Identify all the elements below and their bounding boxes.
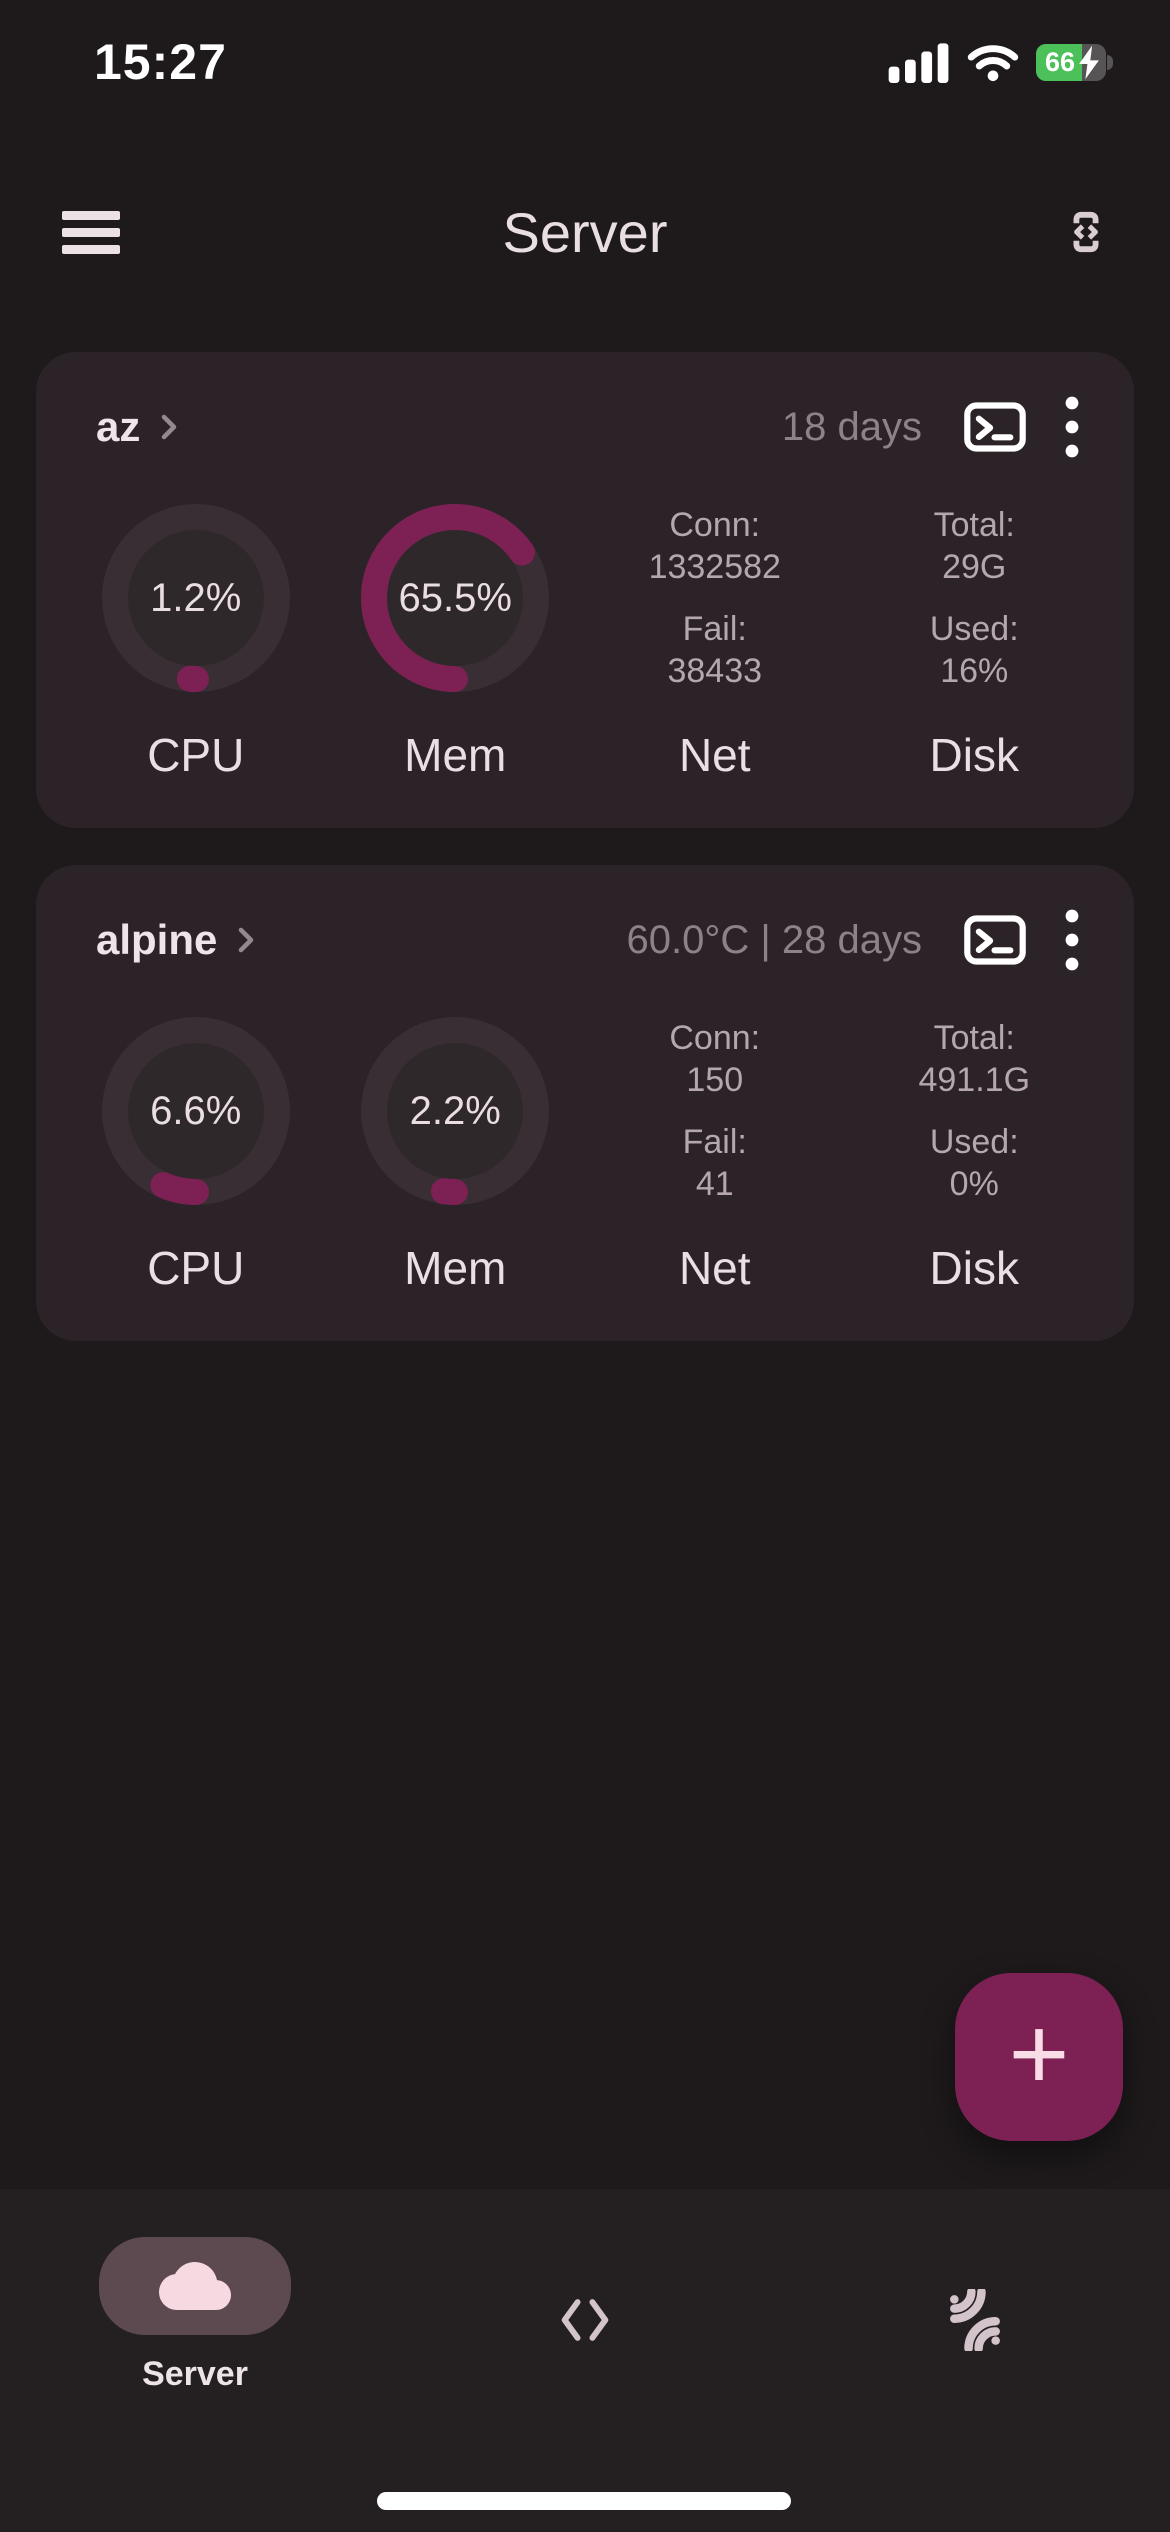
terminal-icon [964,915,1026,965]
terminal-button[interactable] [958,909,1032,971]
battery-fill [1036,43,1083,81]
bottom-nav: Server [0,2189,1170,2532]
disk-used-value: 0% [949,1165,999,1203]
net-fail-key: Fail: [682,1123,747,1161]
server-card-alpine[interactable]: alpine 60.0°C | 28 days [36,865,1134,1341]
developer-mode-icon [1073,211,1099,253]
net-label: Net [678,1242,751,1294]
net-conn-value: 150 [686,1061,744,1099]
disk-stats: Total: 491.1G Used: 0% [918,1015,1030,1207]
card-body: 6.6% CPU 2.2% Mem Co [66,1015,1104,1295]
net-conn-key: Conn: [669,1019,761,1057]
chevron-right-icon [156,410,182,444]
cpu-gauge: 6.6% [101,1016,291,1206]
net-conn-key: Conn: [669,506,761,544]
terminal-icon [964,402,1026,452]
code-icon [561,2299,609,2341]
disk-column: Total: 491.1G Used: 0% Disk [845,1015,1105,1295]
mem-label: Mem [404,729,507,781]
disk-label: Disk [929,729,1019,781]
server-name[interactable]: alpine [96,916,218,963]
net-stats: Conn: 150 Fail: 41 [669,1015,760,1207]
battery-cap [1107,54,1113,70]
app-bar: Server [0,172,1170,292]
disk-total-key: Total: [933,1019,1015,1057]
add-server-button[interactable]: + [955,1973,1123,2141]
terminal-button[interactable] [958,396,1032,458]
uptime-text: 18 days [781,404,922,449]
mem-column: 2.2% Mem [326,1015,586,1295]
mem-percent: 65.5% [398,575,512,620]
mem-label: Mem [404,1242,507,1294]
net-fail-value: 38433 [667,652,763,690]
server-card-az[interactable]: az 18 days [36,352,1134,828]
card-body: 1.2% CPU 65.5% Mem C [66,502,1104,782]
disk-total-key: Total: [933,506,1015,544]
mem-gauge: 65.5% [360,503,550,693]
kebab-menu-icon [1065,909,1079,971]
disk-label: Disk [929,1242,1019,1294]
disk-used-key: Used: [929,1123,1019,1161]
server-list: az 18 days [36,352,1134,1341]
mem-percent: 2.2% [409,1088,501,1133]
server-name[interactable]: az [96,403,141,450]
card-header: az 18 days [66,388,1104,466]
disk-used-key: Used: [929,610,1019,648]
status-icons: 66 [888,41,1113,83]
cpu-gauge: 1.2% [101,503,291,693]
nav-item-server[interactable]: Server [0,2189,390,2532]
nav-snippet-button[interactable] [545,2280,625,2360]
temp-uptime-text: 60.0°C | 28 days [626,917,922,962]
ssh-arcs-icon [950,2289,1000,2351]
disk-total-value: 29G [942,548,1007,586]
home-indicator[interactable] [377,2492,791,2510]
net-stats: Conn: 1332582 Fail: 38433 [649,502,781,694]
disk-used-value: 16% [940,652,1009,690]
battery-indicator: 66 [1036,43,1113,81]
page-title: Server [502,200,668,264]
nav-item-snippet[interactable] [390,2189,780,2532]
charging-bolt-icon [1079,45,1099,79]
developer-mode-button[interactable] [1046,187,1126,277]
disk-column: Total: 29G Used: 16% Disk [845,502,1105,782]
nav-server-label: Server [142,2355,248,2393]
net-fail-value: 41 [695,1165,734,1203]
nav-ssh-button[interactable] [935,2280,1015,2360]
nav-item-ssh[interactable] [780,2189,1170,2532]
cpu-label: CPU [147,1242,245,1294]
cpu-percent: 1.2% [150,575,242,620]
plus-icon: + [1008,1996,1070,2112]
nav-server-pill[interactable] [99,2237,291,2335]
net-label: Net [678,729,751,781]
chevron-right-icon [233,923,259,957]
cellular-signal-icon [888,43,949,83]
net-conn-value: 1332582 [648,548,781,586]
net-fail-key: Fail: [682,610,747,648]
clock: 15:27 [94,34,227,90]
more-options-button[interactable] [1058,901,1086,979]
battery-percent: 66 [1044,46,1076,77]
cpu-percent: 6.6% [150,1088,242,1133]
status-bar: 15:27 66 [0,0,1170,110]
net-column: Conn: 1332582 Fail: 38433 Net [585,502,845,782]
card-header: alpine 60.0°C | 28 days [66,901,1104,979]
more-options-button[interactable] [1058,388,1086,466]
disk-stats: Total: 29G Used: 16% [930,502,1019,694]
disk-total-value: 491.1G [918,1061,1031,1099]
net-column: Conn: 150 Fail: 41 Net [585,1015,845,1295]
menu-button[interactable] [52,201,130,264]
cloud-icon [159,2262,231,2310]
cpu-column: 1.2% CPU [66,502,326,782]
cpu-label: CPU [147,729,245,781]
mem-column: 65.5% Mem [326,502,586,782]
cpu-column: 6.6% CPU [66,1015,326,1295]
kebab-menu-icon [1065,396,1079,458]
mem-gauge: 2.2% [360,1016,550,1206]
wifi-icon [967,45,1019,82]
